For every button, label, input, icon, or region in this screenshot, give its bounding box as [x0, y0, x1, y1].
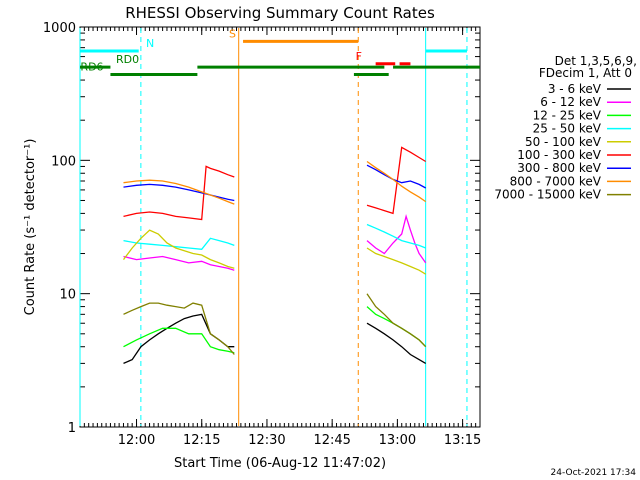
y-tick-label: 10	[59, 288, 76, 303]
y-tick-label: 1000	[43, 21, 76, 36]
series-line	[123, 255, 235, 271]
annotation-label: RD6	[80, 61, 103, 74]
series-line	[366, 322, 427, 364]
chart-title: RHESSI Observing Summary Count Rates	[125, 4, 435, 22]
legend-label: 300 - 800 keV	[517, 161, 601, 175]
x-tick-label: 12:15	[183, 433, 220, 448]
mode-boundary-lines	[79, 28, 468, 426]
series-line	[123, 183, 235, 202]
x-axis-label: Start Time (06-Aug-12 11:47:02)	[174, 456, 386, 471]
legend-label: 3 - 6 keV	[548, 82, 602, 96]
annotation-label: F	[356, 50, 362, 63]
series-line	[366, 247, 427, 275]
legend-label: 50 - 100 keV	[525, 135, 602, 149]
legend-header-1: Det 1,3,5,6,9,	[555, 54, 637, 68]
x-tick-label: 12:30	[248, 433, 285, 448]
y-axis-label: Count Rate (s⁻¹ detector⁻¹)	[23, 139, 38, 316]
series-line	[366, 293, 427, 348]
series-line	[123, 237, 235, 250]
series-line	[366, 223, 426, 249]
axis-ticks: 12:00 12:15 12:30 12:45 13:00 13:15 1 10 100 1000	[43, 21, 481, 448]
legend-label: 25 - 50 keV	[533, 122, 602, 136]
date-stamp: 24-Oct-2021 17:34	[551, 468, 637, 478]
legend-label: 12 - 25 keV	[533, 108, 602, 122]
legend-label: 800 - 7000 keV	[510, 174, 602, 188]
series-line	[123, 327, 235, 354]
series-line	[123, 165, 235, 221]
x-tick-label: 13:00	[379, 433, 416, 448]
legend-label: 7000 - 15000 keV	[494, 188, 601, 202]
legend-header-2: FDecim 1, Att 0	[539, 66, 632, 80]
x-tick-label: 12:00	[118, 433, 155, 448]
series-line	[366, 164, 427, 189]
x-tick-label: 13:15	[444, 433, 481, 448]
annotation-label: S	[229, 27, 236, 40]
series-line	[366, 306, 427, 348]
plot-frame	[79, 26, 481, 428]
legend-label: 100 - 300 keV	[517, 148, 601, 162]
annotation-label: N	[146, 37, 154, 50]
series-line	[123, 179, 235, 205]
mode-annotations: N S F RD0 RD6	[80, 27, 480, 77]
annotation-label: RD0	[116, 53, 139, 66]
series-line	[366, 160, 427, 203]
y-tick-label: 100	[51, 154, 76, 169]
series-line	[123, 302, 235, 355]
x-tick-label: 12:45	[313, 433, 350, 448]
y-tick-label: 1	[68, 421, 76, 436]
legend-label: 6 - 12 keV	[540, 95, 602, 109]
series-line	[366, 214, 427, 264]
series-lines	[122, 146, 427, 364]
series-line	[122, 229, 235, 269]
